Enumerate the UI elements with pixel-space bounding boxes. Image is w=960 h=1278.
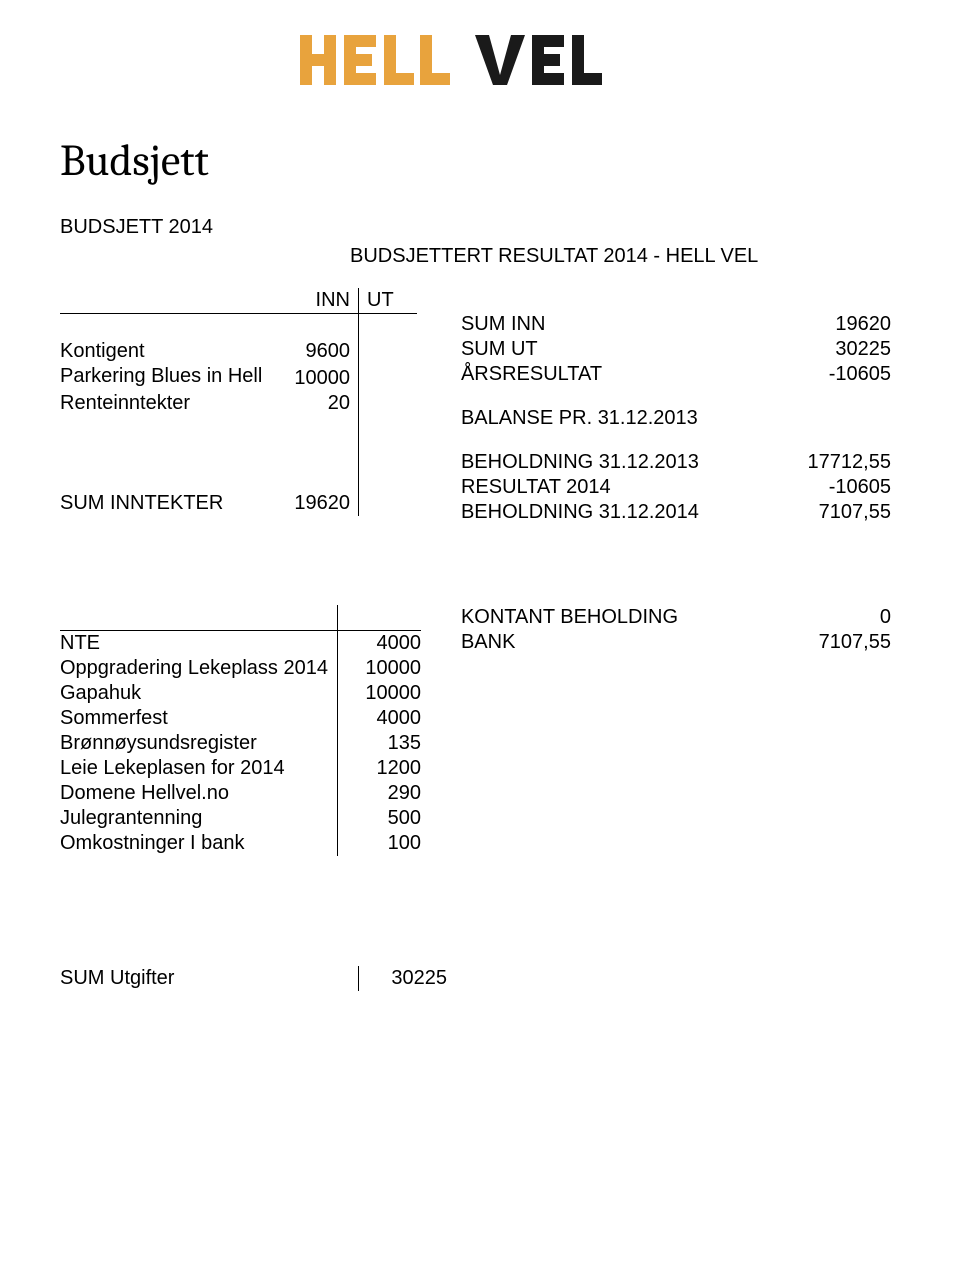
budget-year-label: BUDSJETT 2014 [60,216,213,238]
income-label: Parkering Blues in Hell [60,364,280,391]
income-label: Kontigent [60,339,280,364]
expense-sum-label: SUM Utgifter [60,966,359,991]
result-header-label: BUDSJETTERT RESULTAT 2014 - HELL VEL [350,245,758,268]
table-row: KONTANT BEHOLDING 0 [461,605,891,630]
expense-label: Brønnøysundsregister [60,731,338,756]
section-headers: BUDSJETT 2014 [60,216,900,239]
holding-table: KONTANT BEHOLDING 0 BANK 7107,55 [461,605,891,655]
table-row: RESULTAT 2014 -10605 [461,475,891,500]
expense-table: NTE 4000 Oppgradering Lekeplass 2014 100… [60,605,421,856]
table-row: Omkostninger I bank 100 [60,831,421,856]
table-row: Leie Lekeplasen for 2014 1200 [60,756,421,781]
income-table: INN UT Kontigent 9600 Parkering Blues in… [60,288,417,516]
hell-vel-logo [300,30,660,90]
main-columns: INN UT Kontigent 9600 Parkering Blues in… [60,288,900,525]
table-row: Gapahuk 10000 [60,681,421,706]
expense-sum-value: 30225 [359,966,448,991]
table-row: BANK 7107,55 [461,630,891,655]
income-label: Renteinntekter [60,391,280,416]
expense-value: 10000 [338,656,421,681]
table-row: Brønnøysundsregister 135 [60,731,421,756]
result-label: RESULTAT 2014 [461,475,761,500]
income-value: 9600 [280,339,359,364]
header-inn: INN [280,288,359,314]
lower-columns: NTE 4000 Oppgradering Lekeplass 2014 100… [60,605,900,856]
expense-sum-table: SUM Utgifter 30225 [60,966,447,991]
result-block: SUM INN 19620 SUM UT 30225 ÅRSRESULTAT -… [461,288,900,525]
table-row: Domene Hellvel.no 290 [60,781,421,806]
expense-value: 4000 [338,706,421,731]
holding-label: KONTANT BEHOLDING [461,605,761,630]
expense-label: NTE [60,631,338,657]
holding-label: BANK [461,630,761,655]
expense-value: 4000 [338,631,421,657]
table-row: Kontigent 9600 [60,339,417,364]
result-label: SUM INN [461,312,761,337]
header-ut: UT [359,288,418,314]
expense-label: Leie Lekeplasen for 2014 [60,756,338,781]
holding-value: 7107,55 [761,630,891,655]
expense-value: 10000 [338,681,421,706]
expense-value: 290 [338,781,421,806]
expense-value: 1200 [338,756,421,781]
expense-label: Julegrantenning [60,806,338,831]
table-row: Sommerfest 4000 [60,706,421,731]
expense-label: Domene Hellvel.no [60,781,338,806]
holding-block: KONTANT BEHOLDING 0 BANK 7107,55 [461,605,900,655]
table-row: BEHOLDNING 31.12.2013 17712,55 [461,450,891,475]
table-row: Oppgradering Lekeplass 2014 10000 [60,656,421,681]
balance-label: BALANSE PR. 31.12.2013 [461,407,900,430]
result-label: BEHOLDNING 31.12.2014 [461,500,761,525]
expense-block: NTE 4000 Oppgradering Lekeplass 2014 100… [60,605,421,856]
income-value: 10000 [280,366,359,391]
page-title: Budsjett [60,135,900,186]
result-value: 19620 [761,312,891,337]
result-value: -10605 [761,475,891,500]
expense-label: Omkostninger I bank [60,831,338,856]
expense-value: 500 [338,806,421,831]
result-value: -10605 [761,362,891,387]
result-table-2: BEHOLDNING 31.12.2013 17712,55 RESULTAT … [461,450,891,525]
income-sum-label: SUM INNTEKTER [60,491,280,516]
logo [60,30,900,95]
expense-label: Sommerfest [60,706,338,731]
table-row: NTE 4000 [60,631,421,657]
result-label: ÅRSRESULTAT [461,362,761,387]
expense-value: 135 [338,731,421,756]
income-block: INN UT Kontigent 9600 Parkering Blues in… [60,288,421,516]
table-row: Julegrantenning 500 [60,806,421,831]
income-header-row: INN UT [60,288,417,314]
income-sum-value: 19620 [280,491,359,516]
table-row: SUM UT 30225 [461,337,891,362]
table-row: BEHOLDNING 31.12.2014 7107,55 [461,500,891,525]
table-row: Renteinntekter 20 [60,391,417,416]
income-sum-row: SUM INNTEKTER 19620 [60,491,417,516]
result-value: 17712,55 [761,450,891,475]
table-row: ÅRSRESULTAT -10605 [461,362,891,387]
table-row: SUM INN 19620 [461,312,891,337]
page: Budsjett BUDSJETT 2014 BUDSJETTERT RESUL… [0,0,960,1031]
result-table-1: SUM INN 19620 SUM UT 30225 ÅRSRESULTAT -… [461,312,891,387]
expense-label: Oppgradering Lekeplass 2014 [60,656,338,681]
result-label: SUM UT [461,337,761,362]
income-value: 20 [280,391,359,416]
holding-value: 0 [761,605,891,630]
result-label: BEHOLDNING 31.12.2013 [461,450,761,475]
expense-sum-row: SUM Utgifter 30225 [60,966,447,991]
result-value: 7107,55 [761,500,891,525]
expense-value: 100 [338,831,421,856]
result-value: 30225 [761,337,891,362]
expense-label: Gapahuk [60,681,338,706]
